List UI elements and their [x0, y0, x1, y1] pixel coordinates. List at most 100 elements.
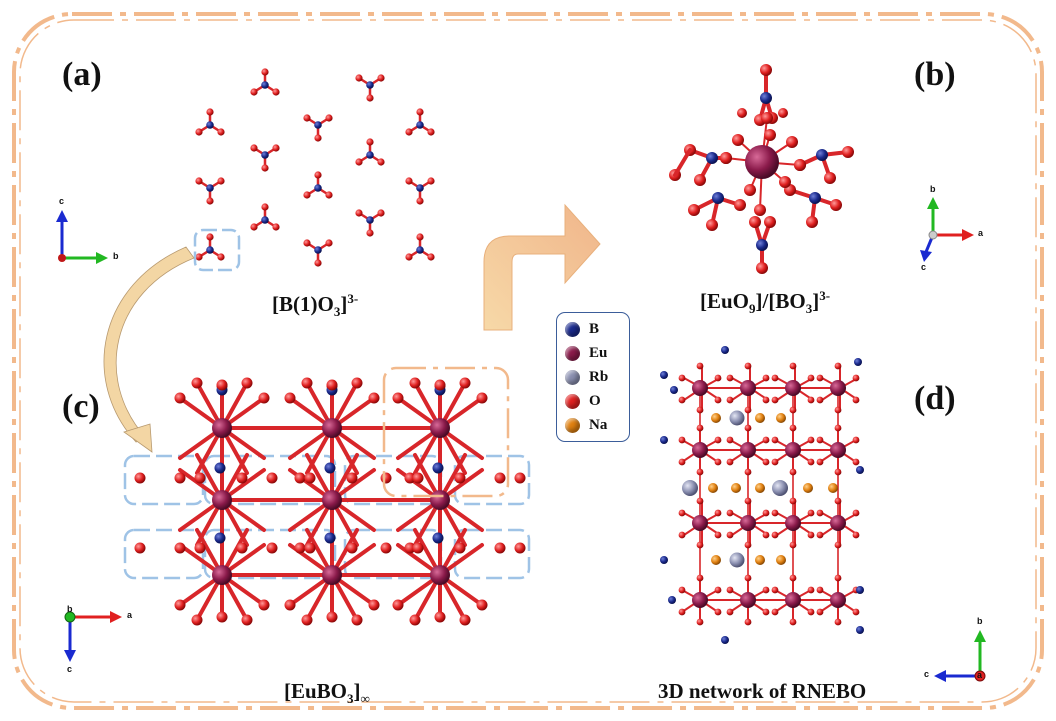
europium-atom [430, 418, 450, 438]
bo3-box [123, 528, 205, 580]
europium-atom [740, 442, 756, 458]
oxygen-atom [454, 542, 466, 554]
oxygen-atom [771, 509, 779, 517]
axis-d-left-label: c [924, 669, 930, 679]
oxygen-atom [174, 392, 186, 404]
oxygen-atom [476, 392, 488, 404]
legend-label-b: B [589, 320, 600, 337]
caption-a-sup: 3- [347, 291, 359, 306]
oxygen-atom [771, 436, 779, 444]
oxygen-atom [366, 229, 374, 237]
europium-atom [830, 515, 846, 531]
oxygen-atom [494, 542, 506, 554]
caption-c-sub2: ∞ [360, 691, 370, 707]
curved-arrow-a-to-c-fill [103, 246, 195, 443]
oxygen-atom [816, 458, 824, 466]
legend-item-o: O [565, 391, 601, 411]
oxygen-atom [789, 406, 797, 414]
oxygen-atom [304, 472, 316, 484]
oxygen-atom [272, 88, 280, 96]
oxygen-atom [744, 574, 752, 582]
oxygen-swatch [565, 393, 580, 409]
oxygen-atom [726, 436, 734, 444]
oxygen-atom [696, 574, 704, 582]
caption-c-sub: 3 [347, 691, 354, 707]
legend-label-na: Na [589, 416, 608, 433]
europium-atom [785, 442, 801, 458]
oxygen-atom [756, 262, 768, 274]
oxygen-atom [377, 209, 385, 217]
panel-a-tag: (a) [62, 56, 102, 93]
panel-b-tag: (b) [914, 56, 956, 93]
oxygen-atom [789, 424, 797, 432]
oxygen-atom [250, 223, 258, 231]
sodium-atom [755, 483, 765, 493]
legend-label-o: O [589, 392, 601, 409]
oxygen-atom [355, 209, 363, 217]
oxygen-atom [325, 114, 333, 122]
oxygen-atom [454, 472, 466, 484]
oxygen-atom [834, 541, 842, 549]
oxygen-atom [476, 599, 488, 611]
oxygen-atom [726, 374, 734, 382]
oxygen-atom [416, 197, 424, 205]
oxygen-atom [216, 379, 228, 391]
oxygen-atom [272, 223, 280, 231]
oxygen-atom [416, 108, 424, 116]
boron-atom [314, 121, 322, 129]
oxygen-atom [678, 436, 686, 444]
sodium-atom [755, 413, 765, 423]
europium-atom [740, 380, 756, 396]
oxygen-atom [194, 542, 206, 554]
sodium-atom [828, 483, 838, 493]
oxygen-atom [409, 614, 421, 626]
boron-atom [324, 462, 336, 474]
boron-atom [670, 386, 678, 394]
oxygen-atom [762, 531, 770, 539]
oxygen-atom [678, 509, 686, 517]
oxygen-atom [351, 377, 363, 389]
oxygen-atom [852, 436, 860, 444]
legend-label-eu: Eu [589, 344, 608, 361]
boron-atom [760, 92, 772, 104]
oxygen-atom [195, 253, 203, 261]
sodium-atom [755, 555, 765, 565]
oxygen-atom [764, 129, 776, 141]
axis-triad-d [934, 630, 986, 682]
oxygen-atom [732, 134, 744, 146]
legend-item-eu: Eu [565, 343, 607, 363]
oxygen-atom [174, 599, 186, 611]
oxygen-atom [696, 424, 704, 432]
europium-atom [430, 565, 450, 585]
legend-label-rb: Rb [589, 368, 609, 385]
caption-b-p3: ] [812, 289, 820, 313]
rubidium-atom [682, 480, 698, 496]
atom-legend: B Eu Rb O Na [556, 312, 630, 442]
oxygen-atom [696, 362, 704, 370]
caption-b-p1: [EuO [700, 289, 750, 313]
oxygen-atom [834, 468, 842, 476]
oxygen-atom [744, 618, 752, 626]
oxygen-atom [514, 542, 526, 554]
legend-item-b: B [565, 319, 599, 339]
oxygen-atom [789, 618, 797, 626]
bo3-box [203, 528, 337, 580]
oxygen-atom [217, 177, 225, 185]
legend-item-na: Na [565, 415, 607, 435]
oxygen-atom [216, 611, 228, 623]
oxygen-atom [816, 586, 824, 594]
oxygen-atom [678, 531, 686, 539]
boron-atom [432, 532, 444, 544]
oxygen-atom [771, 531, 779, 539]
oxygen-atom [301, 614, 313, 626]
boron-atom [756, 239, 768, 251]
oxygen-atom [696, 468, 704, 476]
oxygen-atom [816, 436, 824, 444]
oxygen-atom [368, 599, 380, 611]
outer-frame [12, 12, 1044, 710]
oxygen-atom [217, 128, 225, 136]
oxygen-atom [678, 374, 686, 382]
caption-panel-d: 3D network of RNEBO [658, 679, 867, 703]
oxygen-atom [195, 177, 203, 185]
oxygen-atom [762, 509, 770, 517]
